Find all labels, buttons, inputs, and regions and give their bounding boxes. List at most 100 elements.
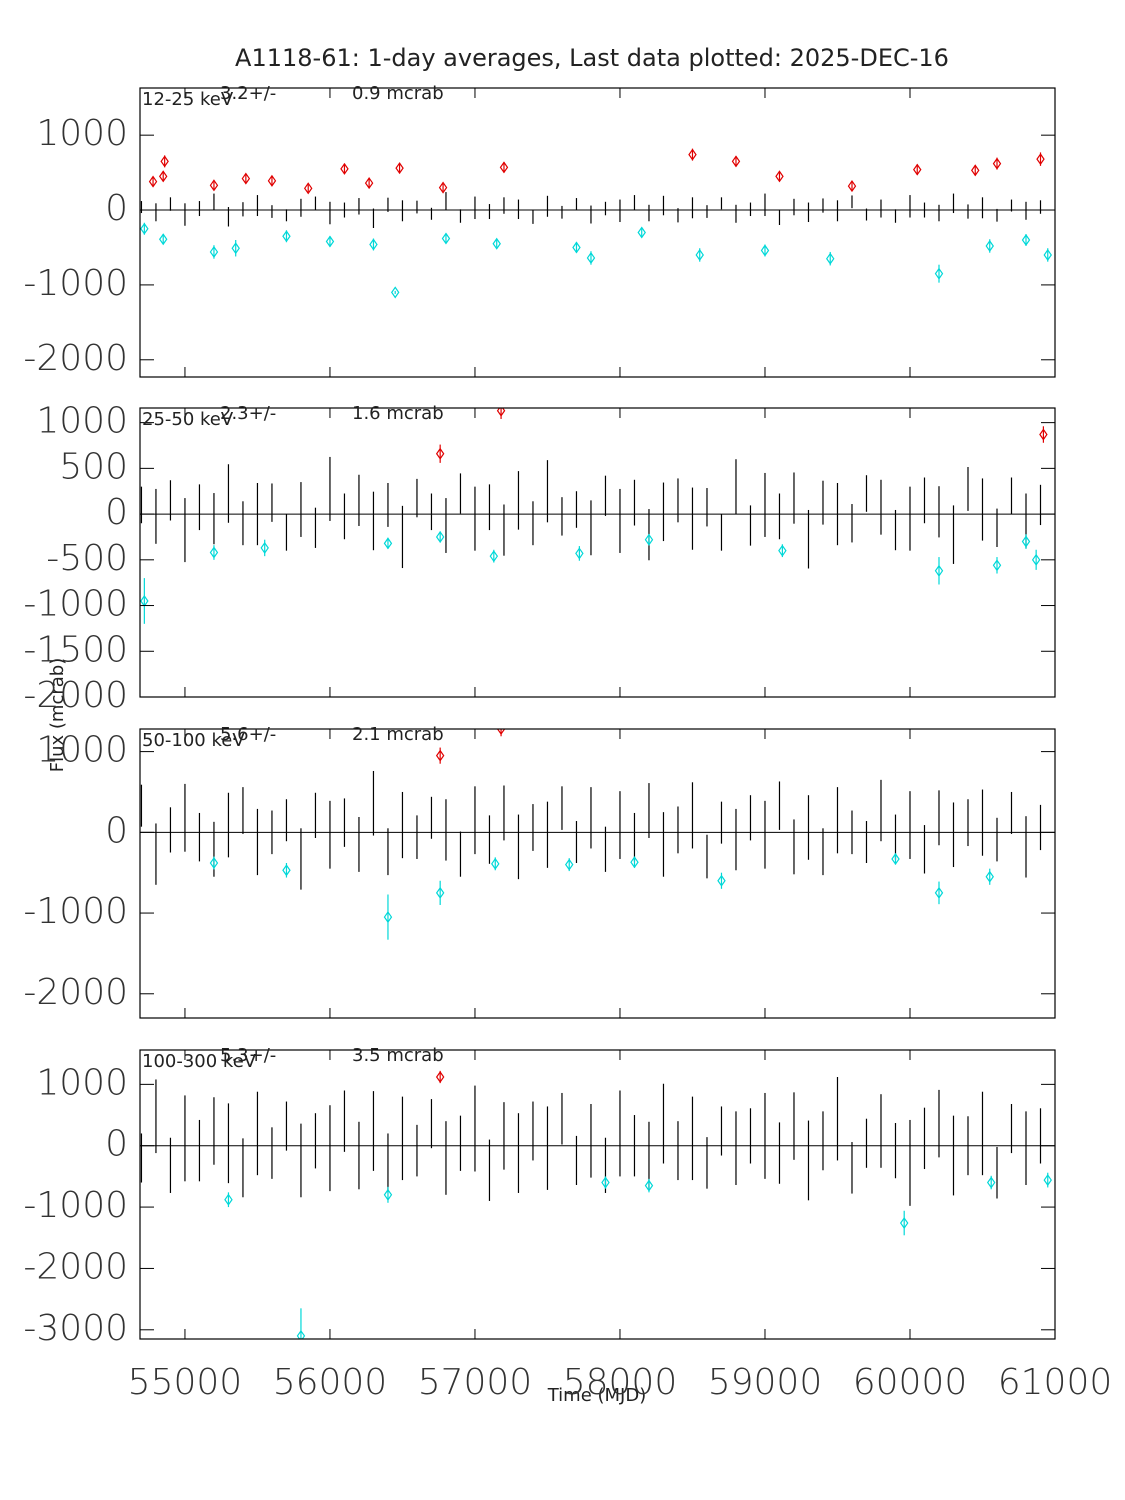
y-tick-label: -2000 [23, 972, 128, 1013]
diamond-marker [209, 856, 219, 870]
annotation: 0.9 mcrab [352, 83, 444, 104]
y-tick-label: -500 [46, 538, 128, 579]
y-tick-label: 1000 [36, 1062, 128, 1103]
annotation: 2.1 mcrab [352, 724, 444, 745]
diamond-marker [986, 1176, 996, 1189]
diamond-marker [435, 530, 445, 543]
diamond-marker [364, 177, 374, 190]
y-tick-label: 0 [105, 810, 128, 851]
y-tick-label: -2000 [23, 338, 128, 379]
diamond-marker [369, 238, 378, 251]
diamond-marker [637, 226, 646, 239]
diamond-marker [695, 248, 704, 262]
diamond-marker [395, 162, 404, 175]
diamond-marker [760, 244, 770, 257]
diamond-marker [260, 541, 269, 554]
diamond-marker [140, 222, 149, 235]
diamond-marker [564, 858, 574, 871]
y-tick-label: -1500 [23, 629, 128, 670]
diamond-marker [282, 230, 291, 243]
diamond-marker [899, 1216, 909, 1230]
diamond-marker [934, 267, 944, 280]
diamond-marker [971, 164, 980, 177]
plot-area [140, 148, 1055, 299]
diamond-marker [435, 749, 445, 762]
y-tick-label: 500 [59, 446, 128, 487]
diamond-marker [499, 161, 509, 174]
x-tick-label: 58000 [563, 1362, 678, 1403]
x-tick-label: 59000 [708, 1362, 823, 1403]
diamond-marker [489, 550, 499, 563]
y-tick-label: -2000 [23, 1246, 128, 1287]
x-tick-label: 57000 [418, 1362, 533, 1403]
panel-frame [139, 407, 1056, 698]
panel-frame [139, 1049, 1056, 1340]
plot-area [140, 729, 1055, 940]
y-tick-label: 0 [105, 188, 128, 229]
panel-label: 12-25 keV [142, 89, 234, 110]
diamond-marker [891, 852, 900, 866]
y-tick-label: -3000 [23, 1308, 128, 1349]
diamond-marker [985, 870, 994, 883]
panel-label: 50-100 keV [142, 730, 245, 751]
diamond-marker [1043, 1174, 1052, 1187]
y-axis-label: Flux (mcrab) [47, 658, 68, 772]
diamond-marker [209, 546, 219, 559]
diamond-marker [390, 286, 400, 299]
figure-title: A1118-61: 1-day averages, Last data plot… [235, 44, 949, 72]
diamond-marker [778, 544, 787, 557]
x-axis-label: Time (MJD) [547, 1385, 647, 1406]
diamond-marker [224, 1193, 233, 1206]
diamond-marker [847, 180, 857, 193]
diamond-marker [572, 241, 581, 254]
annotation: 5.3+/- [220, 1045, 276, 1066]
diamond-marker [491, 857, 500, 870]
y-tick-label: 1000 [36, 401, 128, 442]
diamond-marker [435, 886, 445, 899]
diamond-marker [934, 886, 944, 899]
diamond-marker [282, 864, 291, 877]
y-tick-label: 1000 [36, 730, 128, 771]
diamond-marker [688, 148, 697, 161]
y-tick-label: -1000 [23, 891, 128, 932]
diamond-marker [231, 242, 240, 255]
diamond-marker [267, 174, 277, 187]
diamond-marker [296, 1329, 306, 1339]
diamond-marker [435, 447, 445, 460]
diamond-marker [586, 251, 596, 265]
panel-frame [139, 728, 1056, 1019]
x-tick-label: 60000 [853, 1362, 968, 1403]
y-tick-label: -1000 [23, 1185, 128, 1226]
diamond-marker [148, 175, 158, 188]
diamond-marker [158, 233, 168, 246]
x-tick-label: 56000 [273, 1362, 388, 1403]
annotation: 3.2+/- [220, 83, 276, 104]
diamond-marker [209, 245, 219, 259]
diamond-marker [441, 232, 451, 245]
diamond-marker [913, 163, 922, 176]
diamond-marker [158, 170, 168, 183]
diamond-marker [1021, 535, 1031, 548]
diamond-marker [492, 237, 501, 250]
panel-label: 100-300 keV [142, 1051, 257, 1072]
diamond-marker [209, 179, 219, 192]
diamond-marker [496, 408, 506, 417]
diamond-marker [826, 252, 835, 265]
annotation: 3.5 mcrab [352, 1045, 444, 1066]
diamond-marker [325, 235, 335, 248]
diamond-marker [575, 547, 584, 560]
y-tick-label: 0 [105, 1124, 128, 1165]
diamond-marker [383, 1188, 393, 1201]
panel-label: 25-50 keV [142, 409, 234, 430]
annotation: 5.6+/- [220, 724, 276, 745]
x-tick-label: 61000 [998, 1362, 1113, 1403]
diamond-marker [160, 155, 169, 168]
diamond-marker [1039, 428, 1048, 441]
diamond-marker [644, 1179, 654, 1192]
diamond-marker [731, 155, 741, 168]
plot-area [140, 1070, 1055, 1339]
diamond-marker [1043, 248, 1052, 262]
diamond-marker [992, 559, 1002, 572]
diamond-marker [630, 856, 639, 869]
diamond-marker [985, 239, 994, 253]
